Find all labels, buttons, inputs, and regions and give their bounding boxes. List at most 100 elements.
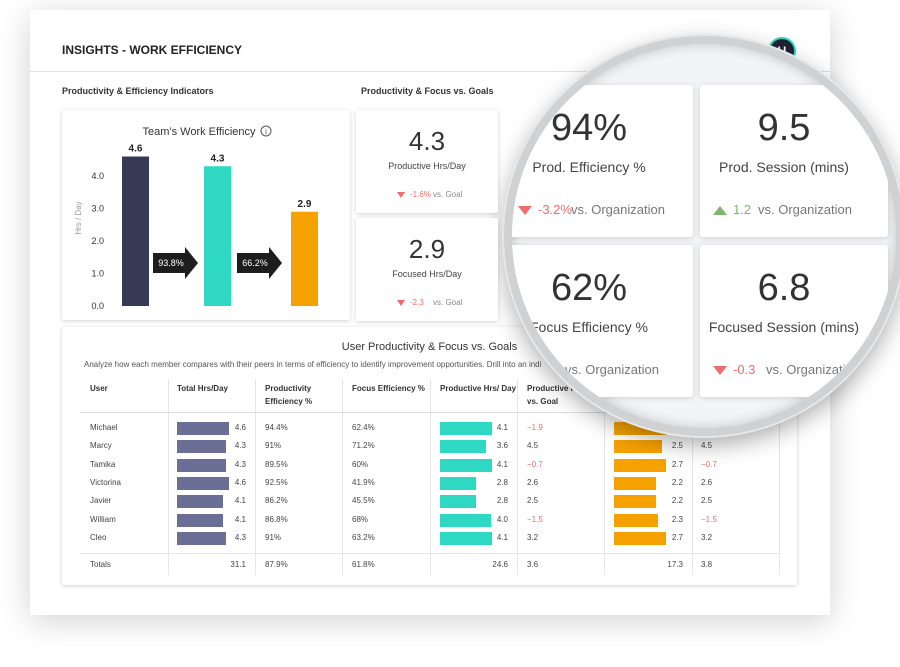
kpi-compare: vs. Organization (571, 202, 665, 217)
column-header: Productive Hrs/ Day (440, 384, 517, 393)
table-cell: −0.7 (701, 459, 717, 469)
table-bar (614, 476, 657, 490)
table-cell: 41.9% (352, 477, 375, 487)
kpi-compare: vs. Organization (766, 362, 860, 377)
bar (291, 211, 318, 306)
table-cell: 2.8 (496, 496, 508, 506)
kpi-compare: vs. Organization (758, 202, 852, 217)
column-divider (342, 379, 343, 575)
kpi-card-magnified: 9.5 Prod. Session (mins) 1.2 vs. Organizati… (700, 85, 888, 237)
kpi-value: 62% (550, 267, 628, 309)
info-icon (260, 125, 272, 137)
kpi-delta: -1.6% (410, 190, 431, 199)
table-cell: 3.2 (701, 532, 713, 542)
table-cell: 4.5 (527, 441, 539, 451)
page-title: INSIGHTS - WORK EFFICIENCY (62, 43, 242, 57)
table-cell: 87.9% (265, 560, 288, 569)
column-header: Focus Efficiency % (352, 384, 425, 393)
table-cell: 2.6 (527, 477, 539, 487)
table-cell: 3.2 (527, 532, 539, 542)
table-bar (177, 531, 226, 545)
arrow (237, 247, 282, 279)
trend-icon (713, 206, 727, 215)
table-cell: Totals (90, 560, 111, 569)
table-bar (440, 531, 492, 545)
kpi-label: Focused Session (mins) (708, 319, 860, 335)
arrow (153, 247, 198, 279)
table-bar (614, 531, 666, 545)
kpi-card: 2.9 Focused Hrs/Day -2.3 vs. Goal (356, 218, 498, 321)
y-tick-label: 4.0 (91, 171, 104, 181)
table-cell: 91% (265, 441, 282, 451)
table-bar (440, 422, 492, 435)
table-cell: 31.1 (230, 560, 246, 569)
kpi-delta: -2.3 (410, 298, 424, 307)
ratio-label: 93.8% (158, 258, 184, 268)
table-cell: 4.3 (234, 532, 246, 542)
table-bar (177, 422, 229, 435)
kpi-compare: vs. Goal (433, 190, 463, 199)
table-cell: Tamika (90, 459, 116, 469)
table-cell: 4.6 (234, 477, 246, 487)
table-cell: 62.4% (352, 423, 375, 432)
table-cell: Michael (90, 423, 118, 432)
bar-value-label: 2.9 (298, 199, 312, 210)
table-cell: 3.6 (496, 441, 508, 451)
trend-icon (397, 300, 405, 306)
table-bar (614, 495, 657, 509)
section-label: Productivity & Focus vs. Goals (361, 86, 494, 96)
table-cell: 2.8 (496, 477, 508, 487)
table-cell: 68% (352, 514, 369, 524)
table-cell: 4.6 (234, 423, 246, 432)
table-cell: 2.5 (701, 496, 713, 506)
table-bar (614, 513, 659, 527)
kpi-value: 94% (550, 107, 628, 149)
column-header: Total Hrs/Day (177, 384, 228, 393)
table-bar (177, 476, 229, 490)
table-cell: 4.0 (496, 514, 508, 524)
table-cell: 89.5% (265, 459, 288, 469)
table-cell: 2.7 (671, 459, 683, 469)
table-cell: −1.5 (701, 514, 717, 524)
kpi-card: 4.3 Productive Hrs/Day -1.6% vs. Goal (356, 110, 498, 213)
table-bar (440, 440, 486, 454)
table-bar (440, 513, 491, 527)
kpi-label: Prod. Session (mins) (719, 159, 849, 175)
table-cell: 4.3 (234, 459, 246, 469)
bar-value-label: 4.6 (129, 144, 143, 155)
table-cell: 2.3 (671, 514, 683, 524)
table-card: User Productivity & Focus vs. Goals Anal… (62, 327, 797, 585)
kpi-label: Prod. Efficiency % (532, 159, 646, 175)
table-bar (177, 513, 224, 527)
table-cell: 60% (352, 459, 369, 469)
table-cell: 4.1 (234, 496, 246, 506)
y-tick-label: 0.0 (91, 301, 104, 311)
table-cell: 2.7 (671, 532, 683, 542)
kpi-label: Focus Efficiency % (529, 319, 648, 335)
y-tick-label: 1.0 (91, 269, 104, 279)
kpi-card-magnified: 94% Prod. Efficiency % -3.2% vs. Organizati… (512, 85, 693, 237)
table-cell: 4.3 (234, 441, 246, 451)
table-cell: 86.8% (265, 514, 288, 524)
table-cell: 2.5 (671, 441, 683, 451)
y-axis-label: Hrs / Day (74, 201, 83, 234)
kpi-label: Productive Hrs/Day (388, 161, 466, 171)
table-cell: 45.5% (352, 496, 375, 506)
info-i: i (265, 128, 267, 137)
chart-card: Team’s Work Efficiency i Hrs / Day 0.0 1.0 2.… (62, 110, 350, 320)
table-cell: −0.7 (527, 459, 543, 469)
totals-rule (80, 553, 780, 554)
table-cell: 2.2 (671, 496, 683, 506)
table-cell: 2.2 (671, 477, 683, 487)
column-header: Productivity Efficiency % (265, 384, 313, 406)
table-bar (177, 440, 226, 454)
column-divider (779, 379, 780, 575)
table-cell: 91% (265, 532, 282, 542)
kpi-delta: -0.3 (733, 362, 756, 377)
table-cell: 71.2% (352, 441, 375, 451)
table-cell: Marcy (90, 441, 112, 451)
kpi-compare: vs. Goal (433, 298, 463, 307)
kpi-card-magnified: 6.8 Focused Session (mins) -0.3 vs. Organiz… (700, 245, 888, 397)
table-cell: 4.5 (701, 441, 713, 451)
column-divider (168, 379, 169, 575)
